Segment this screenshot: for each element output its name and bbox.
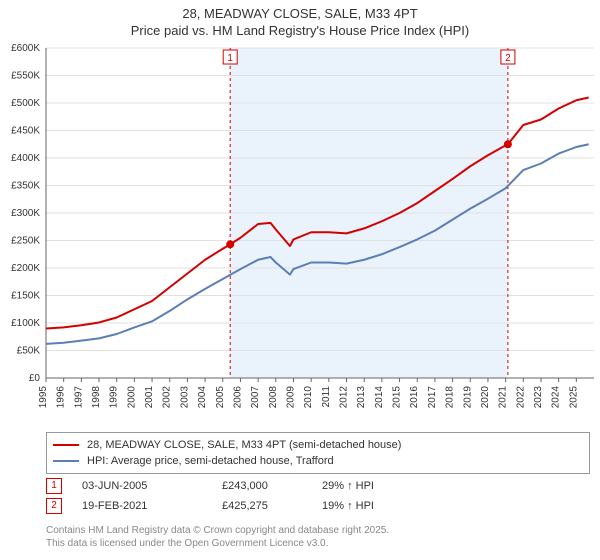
marker-hpi: 19% ↑ HPI xyxy=(322,500,374,512)
marker-price: £243,000 xyxy=(222,480,322,492)
svg-text:2019: 2019 xyxy=(462,385,473,408)
chart-title-line1: 28, MEADWAY CLOSE, SALE, M33 4PT xyxy=(0,0,600,23)
svg-text:2011: 2011 xyxy=(321,385,332,407)
svg-text:1995: 1995 xyxy=(38,385,49,408)
marker-row: 1 03-JUN-2005 £243,000 29% ↑ HPI xyxy=(46,476,374,496)
svg-text:2013: 2013 xyxy=(356,385,367,408)
footer-line1: Contains HM Land Registry data © Crown c… xyxy=(46,524,389,537)
svg-text:£500K: £500K xyxy=(11,98,40,109)
svg-text:2003: 2003 xyxy=(179,385,190,408)
svg-text:1: 1 xyxy=(227,53,233,64)
svg-text:£400K: £400K xyxy=(11,153,40,164)
svg-text:£300K: £300K xyxy=(11,208,40,219)
marker-hpi: 29% ↑ HPI xyxy=(322,480,374,492)
legend-item: HPI: Average price, semi-detached house,… xyxy=(53,453,583,469)
svg-text:2018: 2018 xyxy=(445,385,456,408)
legend-swatch xyxy=(53,444,79,446)
svg-text:2004: 2004 xyxy=(197,385,208,408)
svg-text:2008: 2008 xyxy=(268,385,279,408)
svg-text:£150K: £150K xyxy=(11,290,40,301)
svg-text:£250K: £250K xyxy=(11,235,40,246)
legend: 28, MEADWAY CLOSE, SALE, M33 4PT (semi-d… xyxy=(46,432,590,474)
svg-text:£350K: £350K xyxy=(11,180,40,191)
svg-text:£100K: £100K xyxy=(11,318,40,329)
marker-price: £425,275 xyxy=(222,500,322,512)
marker-row: 2 19-FEB-2021 £425,275 19% ↑ HPI xyxy=(46,496,374,516)
svg-text:1997: 1997 xyxy=(73,385,84,408)
chart-title-line2: Price paid vs. HM Land Registry's House … xyxy=(0,23,600,42)
marker-date: 19-FEB-2021 xyxy=(82,500,222,512)
marker-number-box: 2 xyxy=(46,498,62,514)
svg-text:£550K: £550K xyxy=(11,70,40,81)
svg-text:2012: 2012 xyxy=(339,385,350,408)
svg-text:2009: 2009 xyxy=(285,385,296,408)
svg-text:2001: 2001 xyxy=(144,385,155,408)
svg-text:2006: 2006 xyxy=(232,385,243,408)
chart-area: £0 £50K £100K £150K £200K £250K £300K £350K £400… xyxy=(0,42,600,422)
footer-line2: This data is licensed under the Open Gov… xyxy=(46,537,389,550)
legend-label: 28, MEADWAY CLOSE, SALE, M33 4PT (semi-d… xyxy=(87,439,401,451)
svg-text:2024: 2024 xyxy=(551,385,562,408)
marker-number-box: 1 xyxy=(46,478,62,494)
svg-text:2015: 2015 xyxy=(392,385,403,408)
legend-label: HPI: Average price, semi-detached house,… xyxy=(87,455,334,467)
svg-text:2016: 2016 xyxy=(409,385,420,408)
svg-text:2007: 2007 xyxy=(250,385,261,408)
svg-text:2021: 2021 xyxy=(498,385,509,408)
svg-text:£50K: £50K xyxy=(17,345,41,356)
svg-text:2017: 2017 xyxy=(427,385,438,408)
svg-text:2014: 2014 xyxy=(374,385,385,408)
svg-text:£450K: £450K xyxy=(11,125,40,136)
svg-text:2020: 2020 xyxy=(480,385,491,408)
svg-text:1996: 1996 xyxy=(56,385,67,408)
svg-text:£600K: £600K xyxy=(11,43,40,54)
svg-text:2002: 2002 xyxy=(162,385,173,408)
svg-text:1998: 1998 xyxy=(91,385,102,408)
footer-attribution: Contains HM Land Registry data © Crown c… xyxy=(46,524,389,550)
svg-text:1999: 1999 xyxy=(109,385,120,408)
line-chart-svg: £0 £50K £100K £150K £200K £250K £300K £350K £400… xyxy=(0,42,600,422)
svg-text:£200K: £200K xyxy=(11,263,40,274)
svg-text:2023: 2023 xyxy=(533,385,544,408)
svg-text:2: 2 xyxy=(505,53,511,64)
sale-markers-table: 1 03-JUN-2005 £243,000 29% ↑ HPI 2 19-FE… xyxy=(46,476,374,516)
legend-swatch xyxy=(53,460,79,462)
svg-text:2025: 2025 xyxy=(568,385,579,408)
svg-text:2005: 2005 xyxy=(215,385,226,408)
svg-text:£0: £0 xyxy=(29,373,41,384)
svg-text:2010: 2010 xyxy=(303,385,314,408)
svg-text:2000: 2000 xyxy=(126,385,137,408)
marker-date: 03-JUN-2005 xyxy=(82,480,222,492)
legend-item: 28, MEADWAY CLOSE, SALE, M33 4PT (semi-d… xyxy=(53,437,583,453)
svg-text:2022: 2022 xyxy=(515,385,526,408)
